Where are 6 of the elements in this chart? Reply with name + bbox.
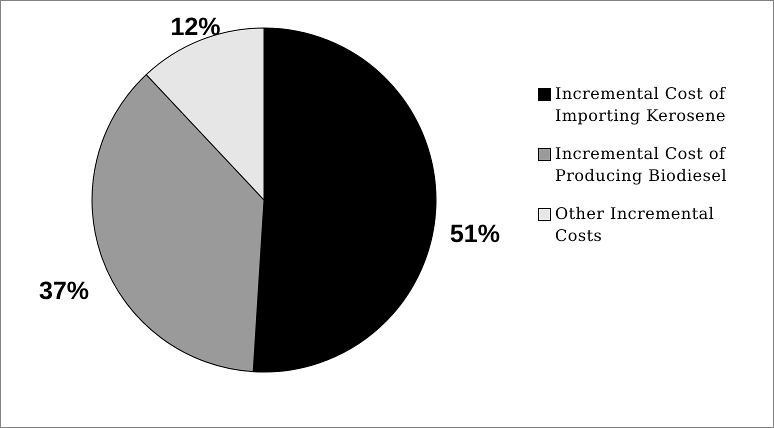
legend-label: Incremental Cost of Importing Kerosene — [555, 83, 727, 127]
legend-label: Other Incremental Costs — [555, 203, 716, 247]
legend-label: Incremental Cost of Producing Biodiesel — [555, 143, 728, 187]
data-label: 12% — [170, 13, 221, 42]
data-label: 51% — [450, 220, 500, 248]
data-label: 37% — [38, 277, 89, 306]
